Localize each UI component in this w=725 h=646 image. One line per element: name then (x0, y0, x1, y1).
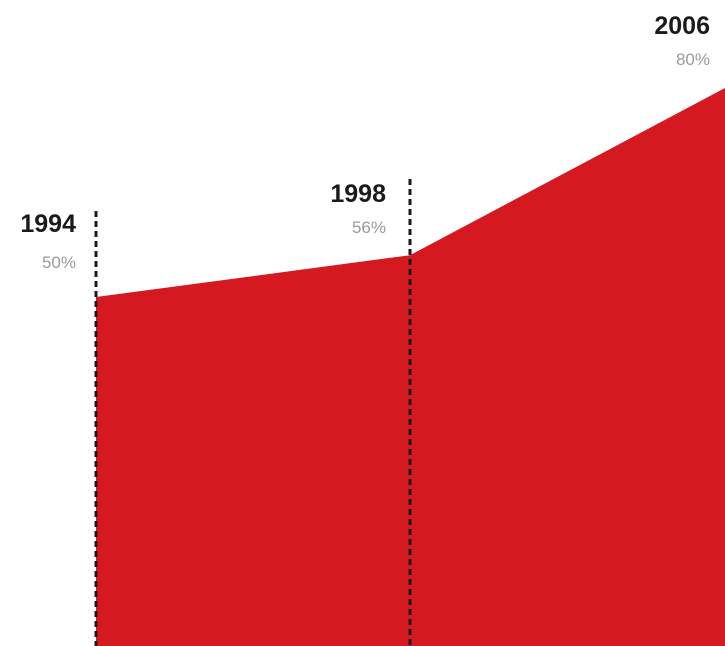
value-label-1994: 50% (42, 253, 76, 272)
value-label-2006: 80% (676, 50, 710, 69)
year-label-1994: 1994 (20, 210, 76, 238)
year-label-2006: 2006 (654, 12, 710, 40)
area-fill (96, 88, 725, 646)
year-label-1998: 1998 (330, 180, 386, 208)
value-label-1998: 56% (352, 218, 386, 237)
